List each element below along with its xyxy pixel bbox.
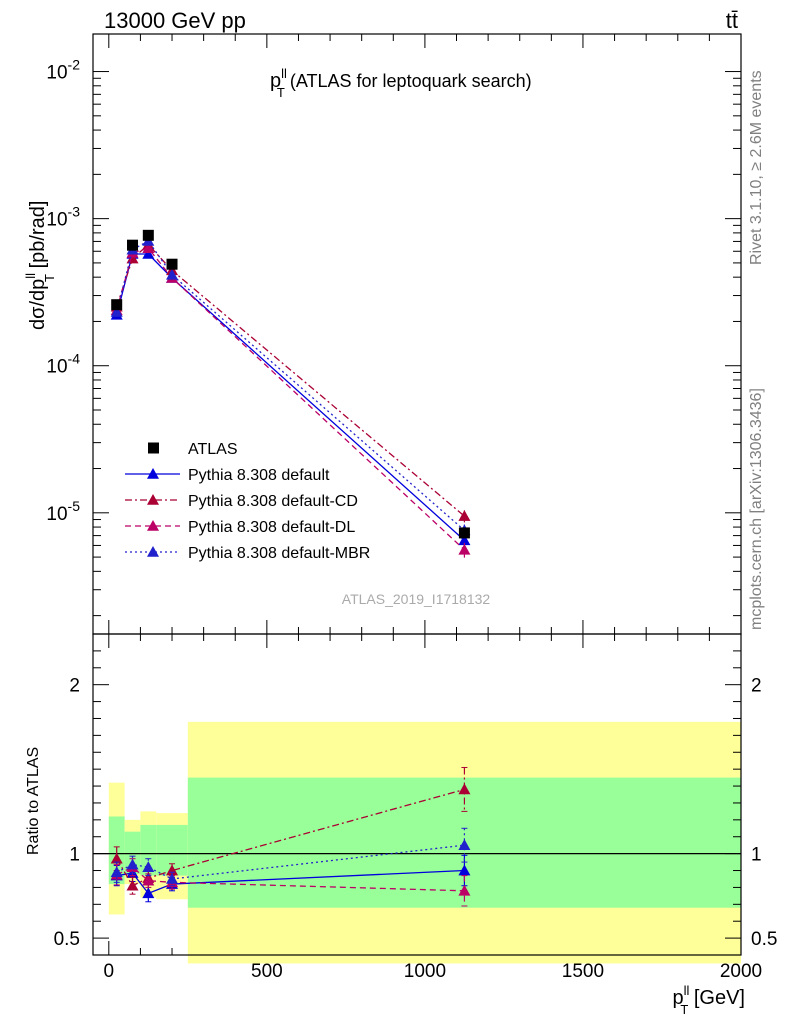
x-tick-label: 0 <box>104 961 115 982</box>
series-point <box>458 510 471 521</box>
ratio-tick-label-left: 2 <box>69 676 80 697</box>
series-line <box>116 240 465 531</box>
xlabel-sub: T <box>680 1002 688 1017</box>
ratio-point <box>110 852 123 864</box>
ratio-point <box>142 887 155 899</box>
ratio-point <box>142 861 155 872</box>
ratio-series-line <box>116 844 465 880</box>
legend-marker-data <box>148 442 159 454</box>
ratio-frame <box>92 633 742 956</box>
main-plot-area: 10-210-310-410-5 <box>46 33 742 955</box>
ratio-point <box>458 884 471 896</box>
rivet-version-label: Rivet 3.1.10, ≥ 2.6M events <box>748 70 765 265</box>
data-point <box>142 229 154 241</box>
ylabel-rest: [pb/rad] <box>27 201 49 274</box>
ratio-tick-label-right: 2 <box>751 676 762 697</box>
x-tick-label: 1500 <box>562 961 604 982</box>
ylabel-sup: ll <box>23 273 38 279</box>
series-point <box>110 305 123 317</box>
series-point <box>166 268 179 280</box>
y-tick-label: 10-4 <box>46 351 80 378</box>
ratio-band-inner <box>140 824 157 876</box>
legend-label-data: ATLAS <box>188 441 238 458</box>
plot-title: pll T (ATLAS for leptoquark search) <box>270 66 532 100</box>
ratio-tick-label-left: 0.5 <box>54 929 80 950</box>
series-point <box>458 534 471 546</box>
mcplots-url-label: mcplots.cern.ch [arXiv:1306.3436] <box>748 388 765 630</box>
ylabel-sub: T <box>42 274 57 282</box>
ratio-tick-label-right: 0.5 <box>751 929 777 950</box>
ratio-point <box>110 866 123 878</box>
data-point <box>127 239 139 251</box>
header-left-label: 13000 GeV pp <box>104 8 246 33</box>
y-tick-label-base: 10 <box>46 504 67 525</box>
xlabel-rest: [GeV] <box>688 987 745 1009</box>
main-frame <box>92 33 742 635</box>
legend-marker <box>147 520 159 531</box>
series-point <box>142 242 155 253</box>
ratio-point <box>166 872 179 884</box>
ratio-point <box>458 864 471 876</box>
ratio-tick-label-right: 1 <box>751 845 762 866</box>
ratio-point <box>458 839 471 850</box>
legend-marker <box>147 546 159 557</box>
legend-label: Pythia 8.308 default-CD <box>188 493 358 510</box>
y-tick-label: 10-5 <box>46 498 80 525</box>
legend-label: Pythia 8.308 default-DL <box>188 519 355 536</box>
xlabel-sup: ll <box>684 983 690 998</box>
x-tick-label: 500 <box>251 961 283 982</box>
ylabel-main: dσ/dp <box>27 279 49 330</box>
x-tick-label: 1000 <box>404 961 446 982</box>
title-sup: ll <box>281 66 287 81</box>
ratio-y-axis-label: Ratio to ATLAS <box>25 747 42 855</box>
ratio-band-inner <box>124 831 141 874</box>
y-tick-label-base: 10 <box>46 210 67 231</box>
ratio-point <box>458 783 471 795</box>
series-point <box>126 252 139 264</box>
x-axis-label: pll T [GeV] <box>672 983 745 1017</box>
y-tick-label-base: 10 <box>46 63 67 84</box>
ratio-point <box>126 879 139 891</box>
header-right-label: tt̄ <box>726 8 738 33</box>
y-tick-label-exp: -4 <box>68 351 81 367</box>
y-tick-label-exp: -3 <box>68 204 81 220</box>
legend: ATLAS Pythia 8.308 default Pythia 8.308 de… <box>125 441 370 562</box>
data-point <box>458 527 470 539</box>
legend-label: Pythia 8.308 default <box>188 467 330 484</box>
ratio-series-line <box>116 866 465 892</box>
x-tick-label: 2000 <box>720 961 762 982</box>
xlabel-main: p <box>672 987 683 1009</box>
y-tick-label: 10-3 <box>46 204 80 231</box>
y-axis-label: dσ/dpll T [pb/rad] <box>23 201 57 330</box>
analysis-id-label: ATLAS_2019_I1718132 <box>342 591 491 607</box>
title-sub: T <box>277 85 285 100</box>
y-tick-label-exp: -2 <box>68 57 81 73</box>
legend-marker <box>147 494 159 505</box>
data-point <box>166 258 178 270</box>
y-tick-label: 10-2 <box>46 57 80 84</box>
y-tick-label-exp: -5 <box>68 498 81 514</box>
series-point <box>458 543 471 555</box>
title-main: p <box>270 70 281 92</box>
y-tick-label-base: 10 <box>46 357 67 378</box>
ratio-plot-area: 0 500 1000 1500 2000 0.5 0.5 1 1 2 2 <box>54 633 777 982</box>
title-rest: (ATLAS for leptoquark search) <box>285 71 532 91</box>
ratio-point <box>126 858 139 870</box>
series-point <box>142 247 155 259</box>
legend-marker <box>147 468 159 479</box>
ratio-point <box>142 874 155 886</box>
ratio-tick-label-left: 1 <box>69 845 80 866</box>
data-point <box>111 299 123 311</box>
legend-label: Pythia 8.308 default-MBR <box>188 545 370 562</box>
